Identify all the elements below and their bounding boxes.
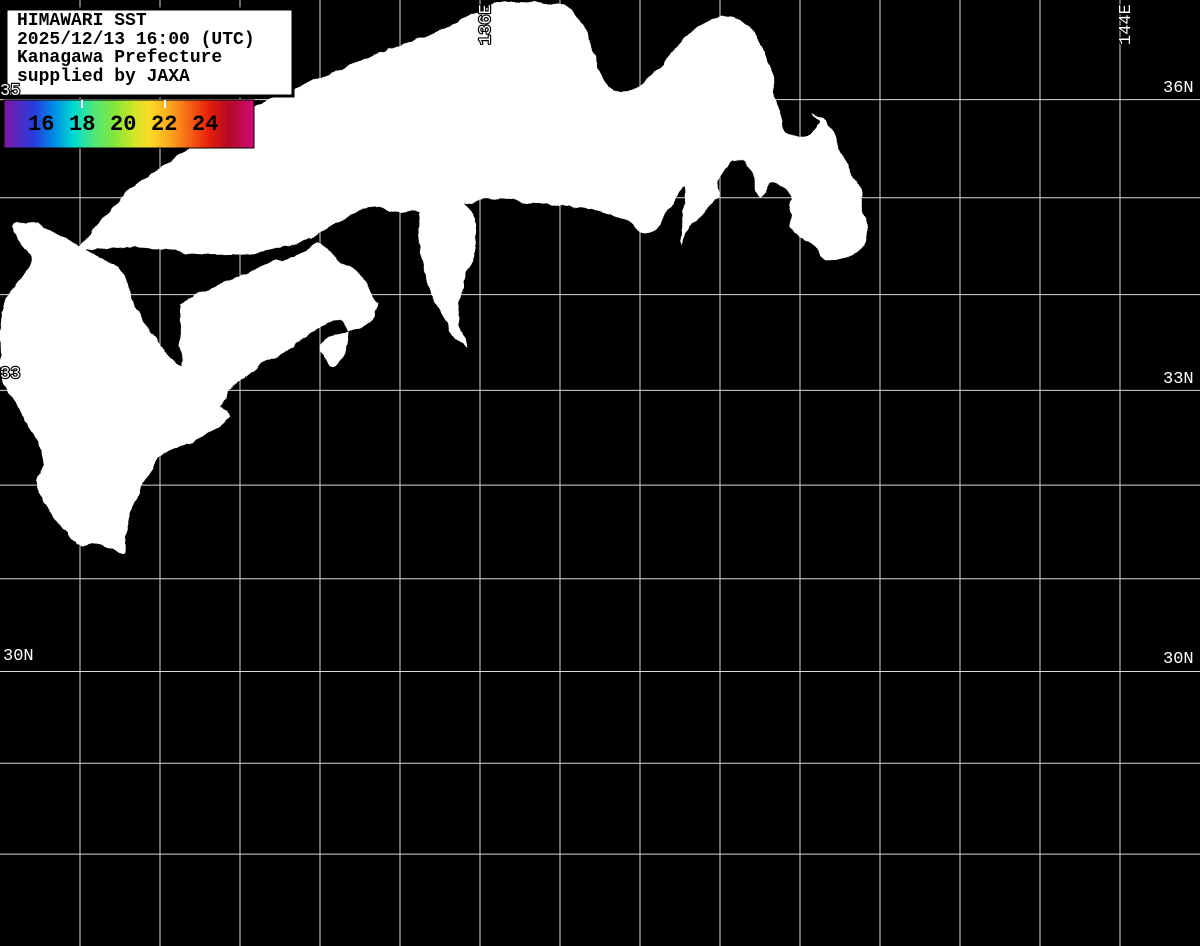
svg-text:144E: 144E [1117,4,1136,45]
svg-text:33N: 33N [1163,370,1194,389]
svg-text:30N: 30N [1163,650,1194,669]
svg-text:30N: 30N [3,647,34,666]
svg-text:136E: 136E [477,4,496,45]
svg-text:36N: 36N [1163,79,1194,98]
svg-text:33: 33 [0,365,20,384]
